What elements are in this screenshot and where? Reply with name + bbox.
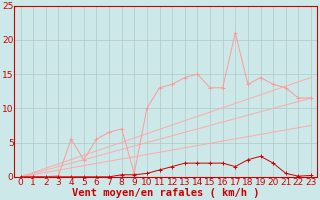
X-axis label: Vent moyen/en rafales ( km/h ): Vent moyen/en rafales ( km/h ) [72,188,260,198]
